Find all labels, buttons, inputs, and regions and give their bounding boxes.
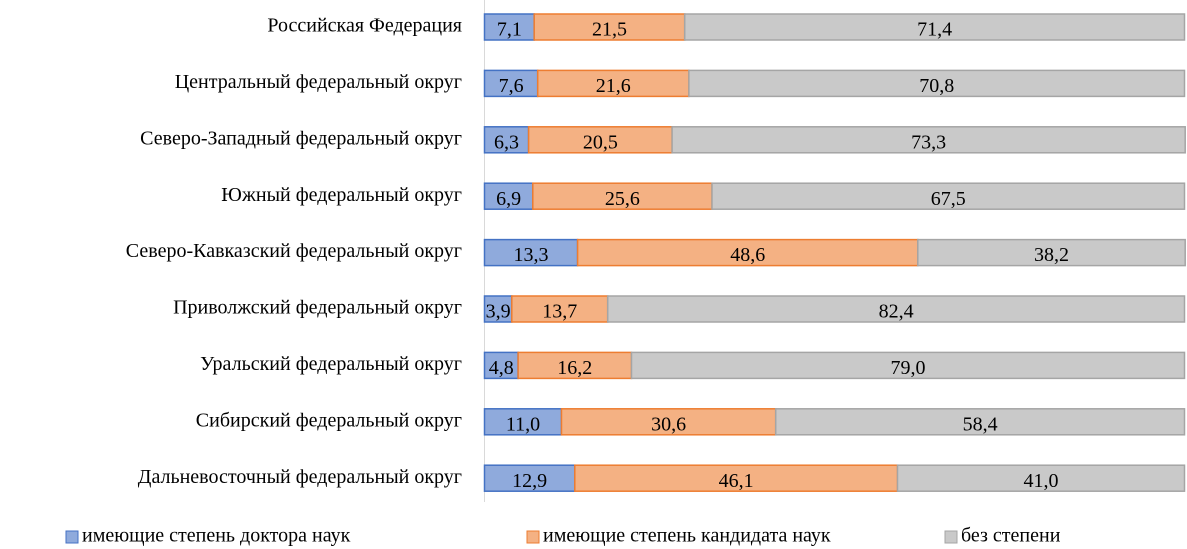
legend-swatch (526, 530, 540, 544)
data-label: 38,2 (1034, 244, 1069, 266)
data-label: 82,4 (879, 301, 914, 323)
data-label: 11,0 (506, 413, 540, 435)
data-label: 58,4 (963, 413, 998, 435)
data-label: 46,1 (719, 470, 754, 492)
bar-segment (483, 295, 513, 323)
bar-segment (483, 238, 579, 267)
bar-segment (606, 295, 1186, 323)
bar-segment (560, 408, 777, 436)
bar-segment (711, 182, 1186, 210)
category-label: Южный федеральный округ (221, 184, 462, 206)
data-label: 25,6 (605, 188, 640, 210)
bar-segment (917, 238, 1186, 267)
bar-segment (630, 351, 1186, 380)
category-label: Северо-Западный федеральный округ (140, 127, 462, 149)
category-label: Российская Федерация (267, 15, 462, 37)
bar-segment (774, 408, 1186, 436)
bar-segment (511, 295, 609, 323)
category-label: Сибирский федеральный округ (196, 409, 462, 431)
data-label: 12,9 (512, 470, 547, 492)
data-label: 73,3 (911, 131, 946, 153)
bar-segment (532, 182, 713, 210)
category-label: Дальневосточный федеральный округ (138, 466, 462, 488)
bar-segment (533, 13, 686, 41)
legend-swatch (944, 530, 958, 544)
data-label: 70,8 (919, 75, 954, 97)
data-label: 48,6 (730, 244, 765, 266)
legend-label: имеющие степень доктора наук (82, 525, 351, 547)
legend-label: без степени (961, 525, 1061, 547)
bar-segment (574, 464, 899, 492)
bar-segment (688, 69, 1186, 98)
category-label: Северо-Кавказский федеральный округ (126, 240, 462, 262)
bar-segment (576, 238, 919, 267)
category-label: Приволжский федеральный округ (173, 297, 462, 319)
bar-segment (896, 464, 1186, 492)
data-label: 7,1 (497, 19, 522, 41)
bar-segment (683, 13, 1186, 41)
category-label: Уральский федеральный округ (200, 353, 462, 375)
legend-label: имеющие степень кандидата наук (543, 525, 831, 547)
data-label: 41,0 (1024, 470, 1059, 492)
data-label: 13,7 (542, 301, 577, 323)
legend-swatch (65, 530, 79, 544)
data-label: 21,5 (592, 19, 627, 41)
data-label: 30,6 (651, 413, 686, 435)
data-label: 7,6 (499, 75, 524, 97)
data-label: 21,6 (596, 75, 631, 97)
category-label: Центральный федеральный округ (175, 71, 462, 93)
data-label: 16,2 (557, 357, 592, 379)
data-label: 13,3 (514, 244, 549, 266)
bar-segment (517, 351, 633, 380)
data-label: 71,4 (917, 19, 952, 41)
bar-segment (483, 351, 519, 380)
data-label: 20,5 (583, 131, 618, 153)
data-label: 67,5 (931, 188, 966, 210)
data-label: 4,8 (489, 357, 514, 379)
data-label: 6,9 (496, 188, 521, 210)
bar-segment (671, 126, 1186, 154)
data-label: 6,3 (494, 131, 519, 153)
data-label: 79,0 (891, 357, 926, 379)
data-label: 3,9 (486, 301, 511, 323)
